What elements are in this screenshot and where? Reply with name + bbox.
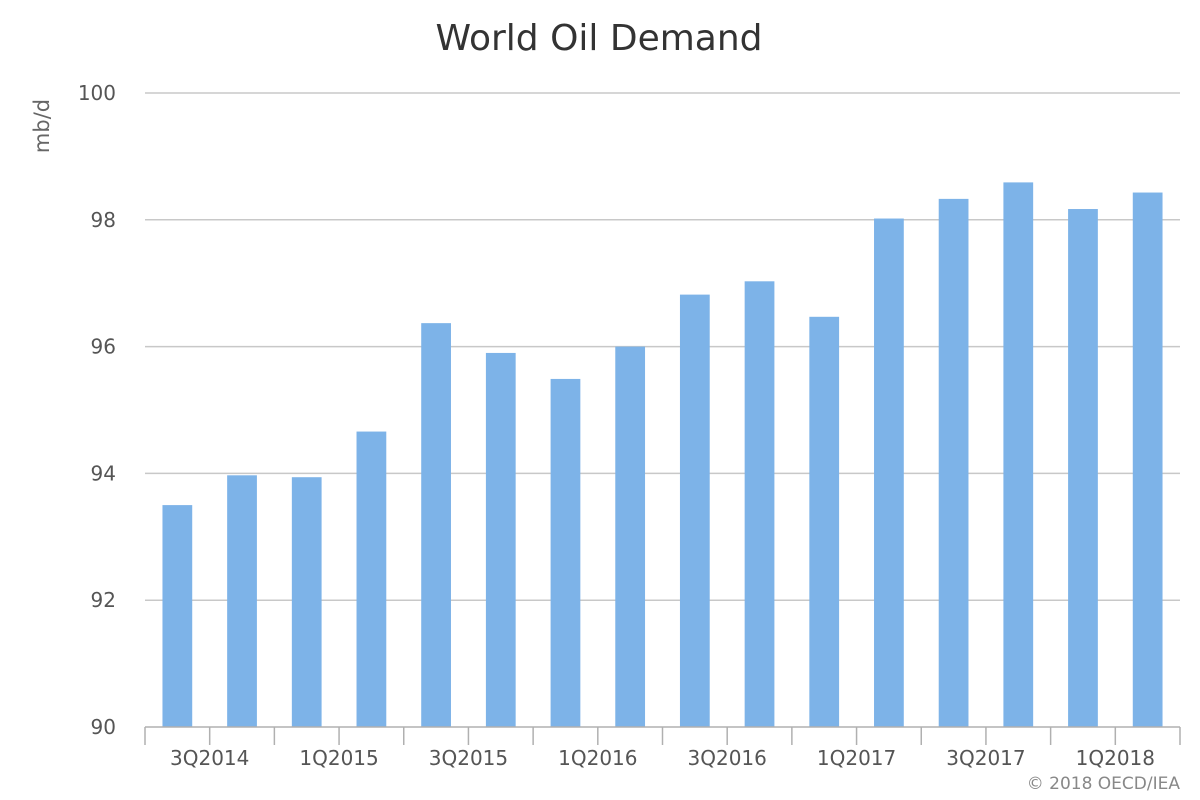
bar — [162, 505, 193, 727]
bar — [1003, 182, 1034, 728]
bar — [421, 323, 451, 727]
x-tick-label: 3Q2014 — [170, 746, 249, 770]
bar — [809, 316, 840, 727]
y-tick-label: 92 — [91, 588, 116, 612]
bar — [1068, 209, 1098, 728]
y-tick-labels: 90 92 94 96 98 100 — [78, 81, 116, 739]
bar — [550, 378, 581, 727]
bar — [291, 477, 322, 727]
x-tick-label: 3Q2016 — [688, 746, 767, 770]
y-tick-label: 96 — [91, 335, 116, 359]
y-tick-label: 94 — [91, 461, 116, 485]
copyright-credit: © 2018 OECD/IEA — [1027, 774, 1181, 794]
bar — [679, 294, 710, 727]
axes — [144, 726, 1181, 745]
bar — [615, 346, 646, 727]
bar — [227, 475, 257, 727]
bar — [874, 218, 904, 728]
x-tick-labels: 3Q2014 1Q2015 3Q2015 1Q2016 3Q2016 1Q2017 3Q20… — [170, 746, 1155, 770]
y-tick-label: 90 — [91, 715, 116, 739]
y-tick-label: 98 — [91, 208, 116, 232]
bar — [744, 281, 775, 727]
x-tick-label: 3Q2015 — [429, 746, 508, 770]
x-tick-label: 1Q2015 — [299, 746, 378, 770]
bar — [485, 352, 516, 727]
bar — [938, 198, 969, 728]
bar — [356, 431, 387, 727]
x-tick-label: 1Q2018 — [1076, 746, 1155, 770]
bar — [1132, 192, 1163, 728]
x-tick-label: 3Q2017 — [946, 746, 1025, 770]
y-tick-label: 100 — [78, 81, 116, 105]
chart-title: World Oil Demand — [435, 18, 762, 59]
x-tick-label: 1Q2017 — [817, 746, 896, 770]
bars — [162, 182, 1163, 728]
x-tick-label: 1Q2016 — [558, 746, 637, 770]
y-axis-label: mb/d — [30, 99, 54, 153]
